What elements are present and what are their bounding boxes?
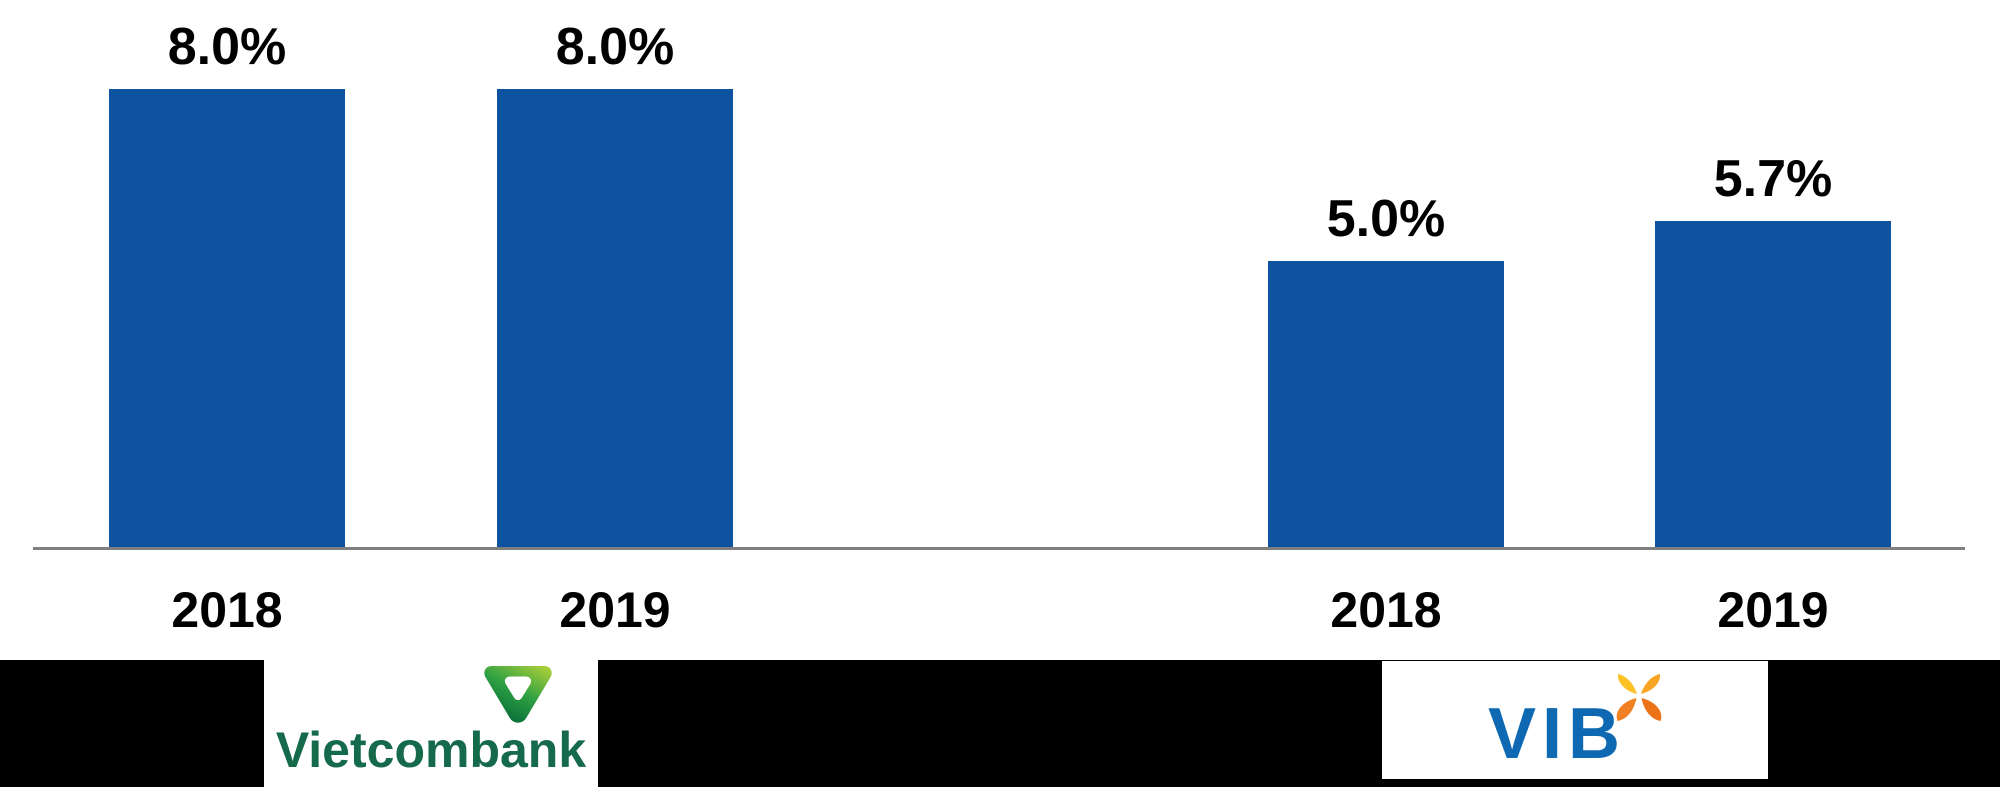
vietcombank-shield-icon: [484, 666, 552, 723]
year-label-vietcombank-2018: 2018: [171, 582, 283, 638]
vib-butterfly-icon: [1616, 674, 1662, 721]
bar-vietcombank-2019: [497, 89, 733, 547]
vib-wordmark: VIB: [1488, 694, 1627, 774]
value-label-vib-2018: 5.0%: [1326, 190, 1446, 248]
year-label-vib-2019: 2019: [1717, 582, 1829, 638]
value-label-vietcombank-2018: 8.0%: [167, 18, 287, 76]
vietcombank-wordmark: Vietcombank: [275, 722, 587, 778]
value-label-vib-2019: 5.7%: [1713, 150, 1833, 208]
bar-vib-2019: [1655, 221, 1891, 547]
vietcombank-logo-box: Vietcombank: [264, 633, 598, 787]
value-label-vietcombank-2019: 8.0%: [555, 18, 675, 76]
x-axis-line: [33, 547, 1965, 550]
year-label-vib-2018: 2018: [1330, 582, 1442, 638]
bar-vietcombank-2018: [109, 89, 345, 547]
vib-logo-box: VIB: [1382, 661, 1768, 779]
year-label-vietcombank-2019: 2019: [559, 582, 671, 638]
bar-vib-2018: [1268, 261, 1504, 547]
